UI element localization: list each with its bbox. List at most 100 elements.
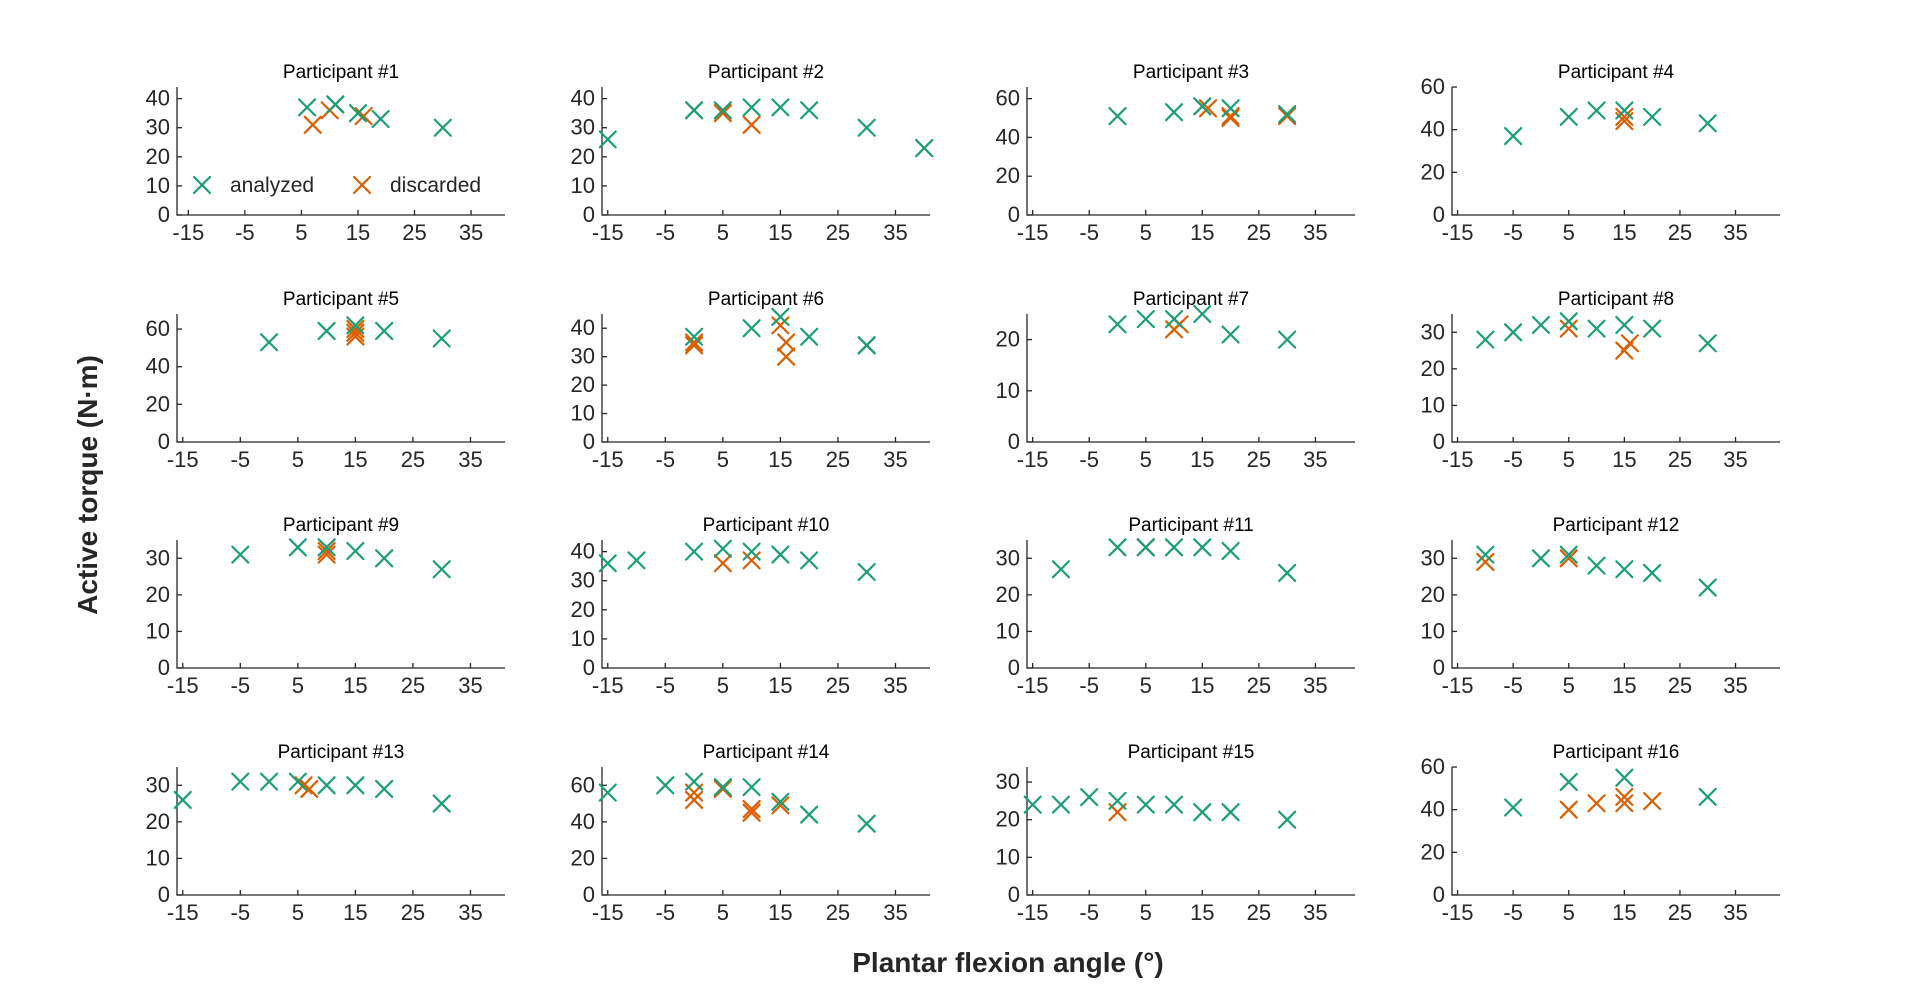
x-tick-label: -5: [1079, 447, 1099, 472]
discarded-point: [1620, 334, 1639, 353]
analyzed-point: [1221, 541, 1240, 561]
analyzed-point: [1278, 810, 1297, 829]
series-discarded: [1559, 787, 1662, 819]
analyzed-point: [259, 333, 279, 352]
analyzed-point: [742, 778, 761, 797]
x-tick-label: 15: [1190, 673, 1214, 698]
y-tick-label: 10: [146, 173, 170, 198]
series-analyzed: [598, 772, 876, 833]
analyzed-point: [1559, 107, 1578, 126]
analyzed-point: [857, 814, 876, 833]
discarded-point: [1221, 106, 1240, 126]
analyzed-point: [371, 109, 390, 129]
series-analyzed: [297, 95, 452, 137]
discarded-point: [713, 104, 732, 123]
analyzed-point: [800, 551, 819, 570]
x-tick-label: 25: [1247, 220, 1271, 245]
panel-title: Participant #16: [1553, 742, 1680, 763]
y-tick-label: 30: [571, 568, 595, 593]
discarded-point: [684, 790, 704, 810]
analyzed-point: [1559, 772, 1578, 792]
panels-group: Participant #1 0 10 20 30 40 -15 -5 5 15 25 35 Parti…: [146, 62, 1780, 925]
y-tick-label: 0: [583, 202, 595, 227]
x-tick-label: 25: [401, 673, 425, 698]
y-tick-label: 20: [996, 163, 1020, 188]
legend-item-discarded: discarded: [352, 174, 481, 197]
analyzed-point: [1615, 560, 1634, 579]
analyzed-point: [1531, 549, 1551, 568]
x-tick-label: -15: [167, 673, 199, 698]
y-tick-label: 40: [571, 539, 595, 564]
x-tick-label: 15: [768, 447, 792, 472]
x-tick-label: -15: [167, 900, 199, 925]
x-tick-label: -5: [231, 447, 251, 472]
analyzed-point: [800, 327, 819, 346]
y-tick-label: 30: [1421, 545, 1445, 570]
discarded-point: [742, 803, 761, 822]
x-tick-label: -5: [231, 673, 251, 698]
y-tick-label: 20: [571, 597, 595, 622]
x-tick-label: 35: [883, 447, 907, 472]
x-tick-label: 35: [458, 900, 482, 925]
y-tick-label: 20: [146, 582, 170, 607]
y-tick-label: 60: [996, 86, 1020, 111]
panel-title: Participant #9: [283, 515, 399, 536]
analyzed-point: [713, 778, 732, 797]
x-tick-label: 25: [826, 673, 850, 698]
series-analyzed: [1476, 545, 1717, 597]
x-tick-label: -15: [592, 220, 624, 245]
analyzed-point: [1643, 319, 1662, 338]
discarded-point: [771, 316, 790, 335]
panel-participant-16: Participant #16 0 20 40 60 -15 -5 5 15 25 35: [1421, 742, 1780, 925]
panel-participant-11: Participant #11 0 10 20 30 -15 -5 5 15 25 35: [996, 515, 1355, 698]
x-tick-label: 15: [1612, 900, 1636, 925]
x-tick-label: 25: [1247, 900, 1271, 925]
series-analyzed: [173, 772, 451, 813]
analyzed-point: [1136, 538, 1155, 557]
x-tick-label: 5: [717, 220, 729, 245]
discarded-point: [1615, 107, 1634, 126]
panel-participant-2: Participant #2 0 10 20 30 40 -15 -5 5 15 25 35: [571, 62, 934, 245]
y-tick-label: 0: [1433, 429, 1445, 454]
analyzed-point: [1136, 310, 1155, 329]
x-tick-label: 5: [1563, 673, 1575, 698]
analyzed-point: [627, 551, 646, 570]
x-tick-label: 35: [1723, 900, 1747, 925]
series-analyzed: [598, 98, 934, 158]
x-tick-label: -5: [1503, 900, 1523, 925]
panel-title: Participant #13: [278, 742, 405, 763]
x-tick-label: 25: [1668, 220, 1692, 245]
x-tick-label: -5: [656, 447, 676, 472]
x-tick-label: 5: [292, 900, 304, 925]
panel-title: Participant #15: [1128, 742, 1255, 763]
legend-marker-analyzed: [192, 175, 212, 195]
x-tick-label: 25: [1668, 673, 1692, 698]
axis-lines: [176, 314, 505, 443]
x-tick-label: 5: [1563, 900, 1575, 925]
axis-lines: [601, 87, 930, 216]
discarded-point: [303, 115, 322, 134]
analyzed-point: [915, 138, 934, 158]
analyzed-point: [1531, 315, 1551, 335]
panel-participant-5: Participant #5 0 20 40 60 -15 -5 5 15 25 35: [146, 289, 505, 472]
analyzed-point: [1698, 578, 1717, 597]
analyzed-point: [1698, 114, 1717, 133]
series-analyzed: [1051, 538, 1297, 583]
x-tick-label: 15: [343, 447, 367, 472]
discarded-point: [346, 323, 365, 342]
discarded-point: [777, 333, 796, 352]
x-tick-label: 15: [1612, 220, 1636, 245]
legend-label-analyzed: analyzed: [230, 174, 314, 197]
panel-title: Participant #1: [283, 62, 399, 83]
series-analyzed: [1504, 101, 1717, 146]
y-tick-label: 20: [571, 845, 595, 870]
y-tick-label: 0: [158, 202, 170, 227]
discarded-point: [317, 545, 336, 564]
x-tick-label: 35: [1723, 447, 1747, 472]
y-tick-label: 10: [996, 378, 1020, 403]
axis-lines: [1026, 767, 1355, 896]
analyzed-point: [1615, 315, 1634, 335]
analyzed-point: [713, 539, 732, 558]
x-tick-label: 35: [883, 220, 907, 245]
x-tick-label: -5: [1503, 220, 1523, 245]
